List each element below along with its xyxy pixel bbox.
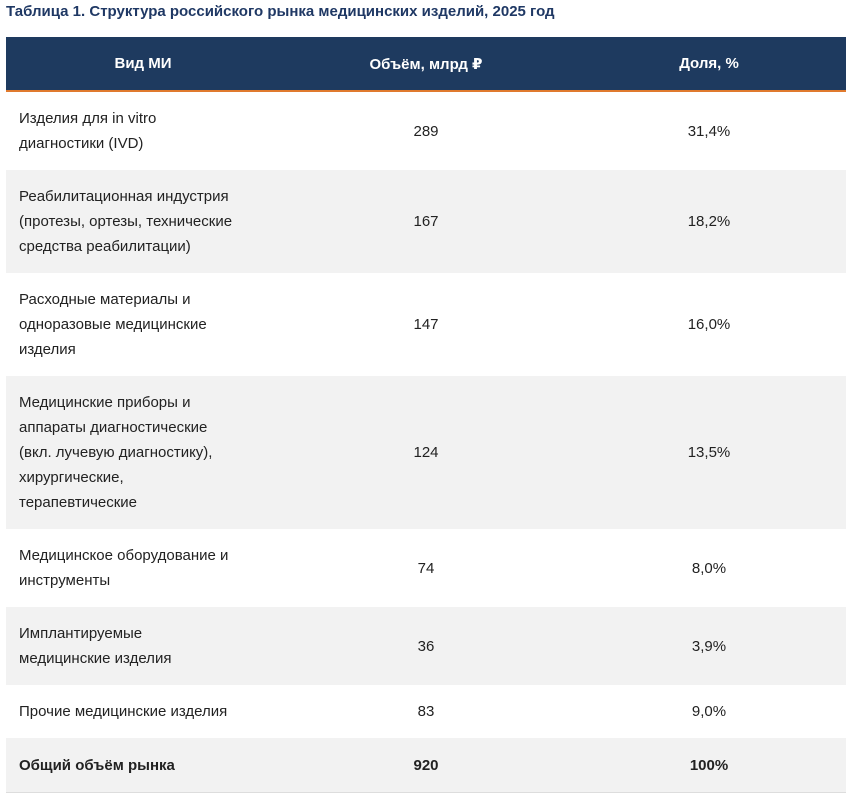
number-cell: 3,9% <box>572 607 846 685</box>
category-cell: Прочие медицинские изделия <box>6 685 280 738</box>
table-row: Изделия для in vitro диагностики (IVD) 28… <box>6 91 846 170</box>
number-cell: 13,5% <box>572 376 846 529</box>
number-cell: 9,0% <box>572 685 846 738</box>
table-row: Расходные материалы и одноразовые медици… <box>6 273 846 376</box>
number-cell: 36 <box>280 607 572 685</box>
number-cell: 16,0% <box>572 273 846 376</box>
total-row: Общий объём рынка 920 100% <box>6 738 846 793</box>
table-row: Медицинское оборудование и инструменты 74… <box>6 529 846 607</box>
column-header: Доля, % <box>572 37 846 92</box>
category-cell: Медицинские приборы и аппараты диагности… <box>6 376 280 529</box>
category-cell: Имплантируемые медицинские изделия <box>6 607 280 685</box>
header-row: Вид МИ Объём, млрд ₽ Доля, % <box>6 37 846 92</box>
number-cell: 920 <box>280 738 572 793</box>
table-row: Медицинские приборы и аппараты диагности… <box>6 376 846 529</box>
number-cell: 83 <box>280 685 572 738</box>
category-cell: Расходные материалы и одноразовые медици… <box>6 273 280 376</box>
number-cell: 124 <box>280 376 572 529</box>
column-header: Объём, млрд ₽ <box>280 37 572 92</box>
number-cell: 74 <box>280 529 572 607</box>
number-cell: 31,4% <box>572 91 846 170</box>
category-cell: Общий объём рынка <box>6 738 280 793</box>
column-header: Вид МИ <box>6 37 280 92</box>
number-cell: 18,2% <box>572 170 846 273</box>
table-row: Имплантируемые медицинские изделия 36 3,9% <box>6 607 846 685</box>
number-cell: 167 <box>280 170 572 273</box>
number-cell: 289 <box>280 91 572 170</box>
category-cell: Реабилитационная индустрия (протезы, орт… <box>6 170 280 273</box>
table-row: Реабилитационная индустрия (протезы, орт… <box>6 170 846 273</box>
table-body: Изделия для in vitro диагностики (IVD) 28… <box>6 91 846 793</box>
table-title: Таблица 1. Структура российского рынка м… <box>6 3 555 20</box>
category-cell: Изделия для in vitro диагностики (IVD) <box>6 91 280 170</box>
category-cell: Медицинское оборудование и инструменты <box>6 529 280 607</box>
number-cell: 100% <box>572 738 846 793</box>
market-table: Вид МИ Объём, млрд ₽ Доля, % Изделия для i… <box>6 37 846 793</box>
number-cell: 147 <box>280 273 572 376</box>
table-row: Прочие медицинские изделия 83 9,0% <box>6 685 846 738</box>
number-cell: 8,0% <box>572 529 846 607</box>
